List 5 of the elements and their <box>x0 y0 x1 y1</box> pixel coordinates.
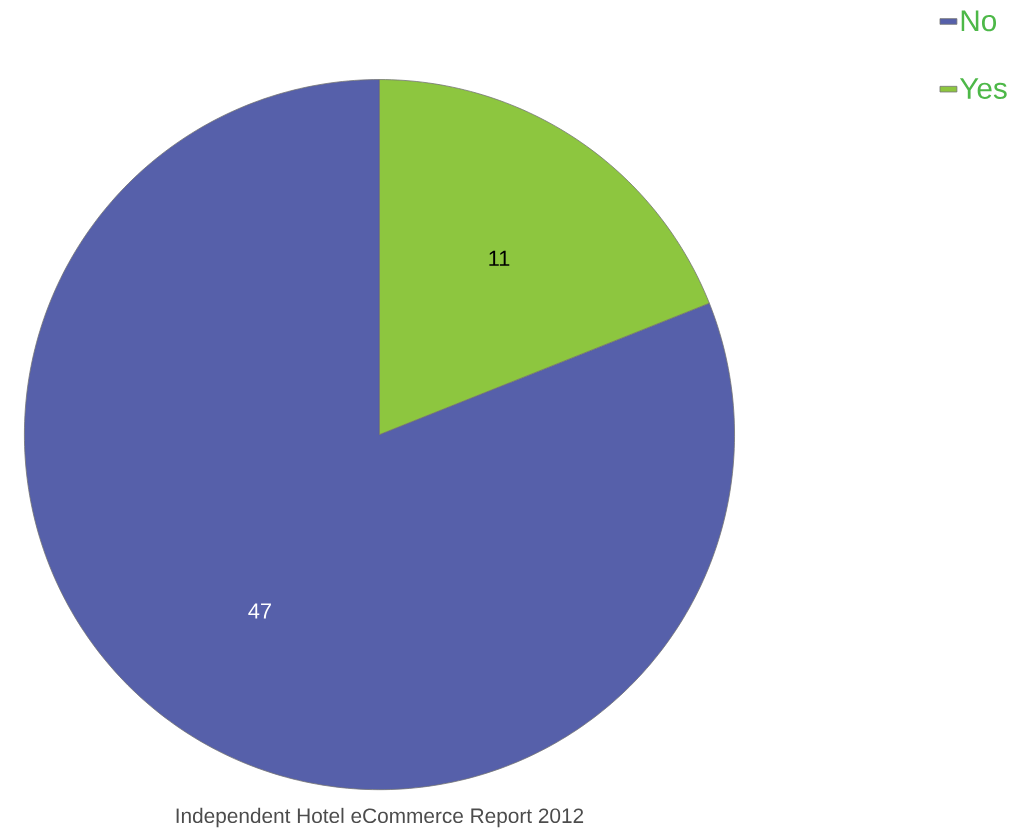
data-label: 47 <box>248 603 271 619</box>
data-label: 11 <box>489 250 510 266</box>
legend-label: No <box>961 10 997 32</box>
text: Independent Hotel eCommerce Report 2012 <box>176 807 584 828</box>
legend-label: Yes <box>959 77 1007 99</box>
